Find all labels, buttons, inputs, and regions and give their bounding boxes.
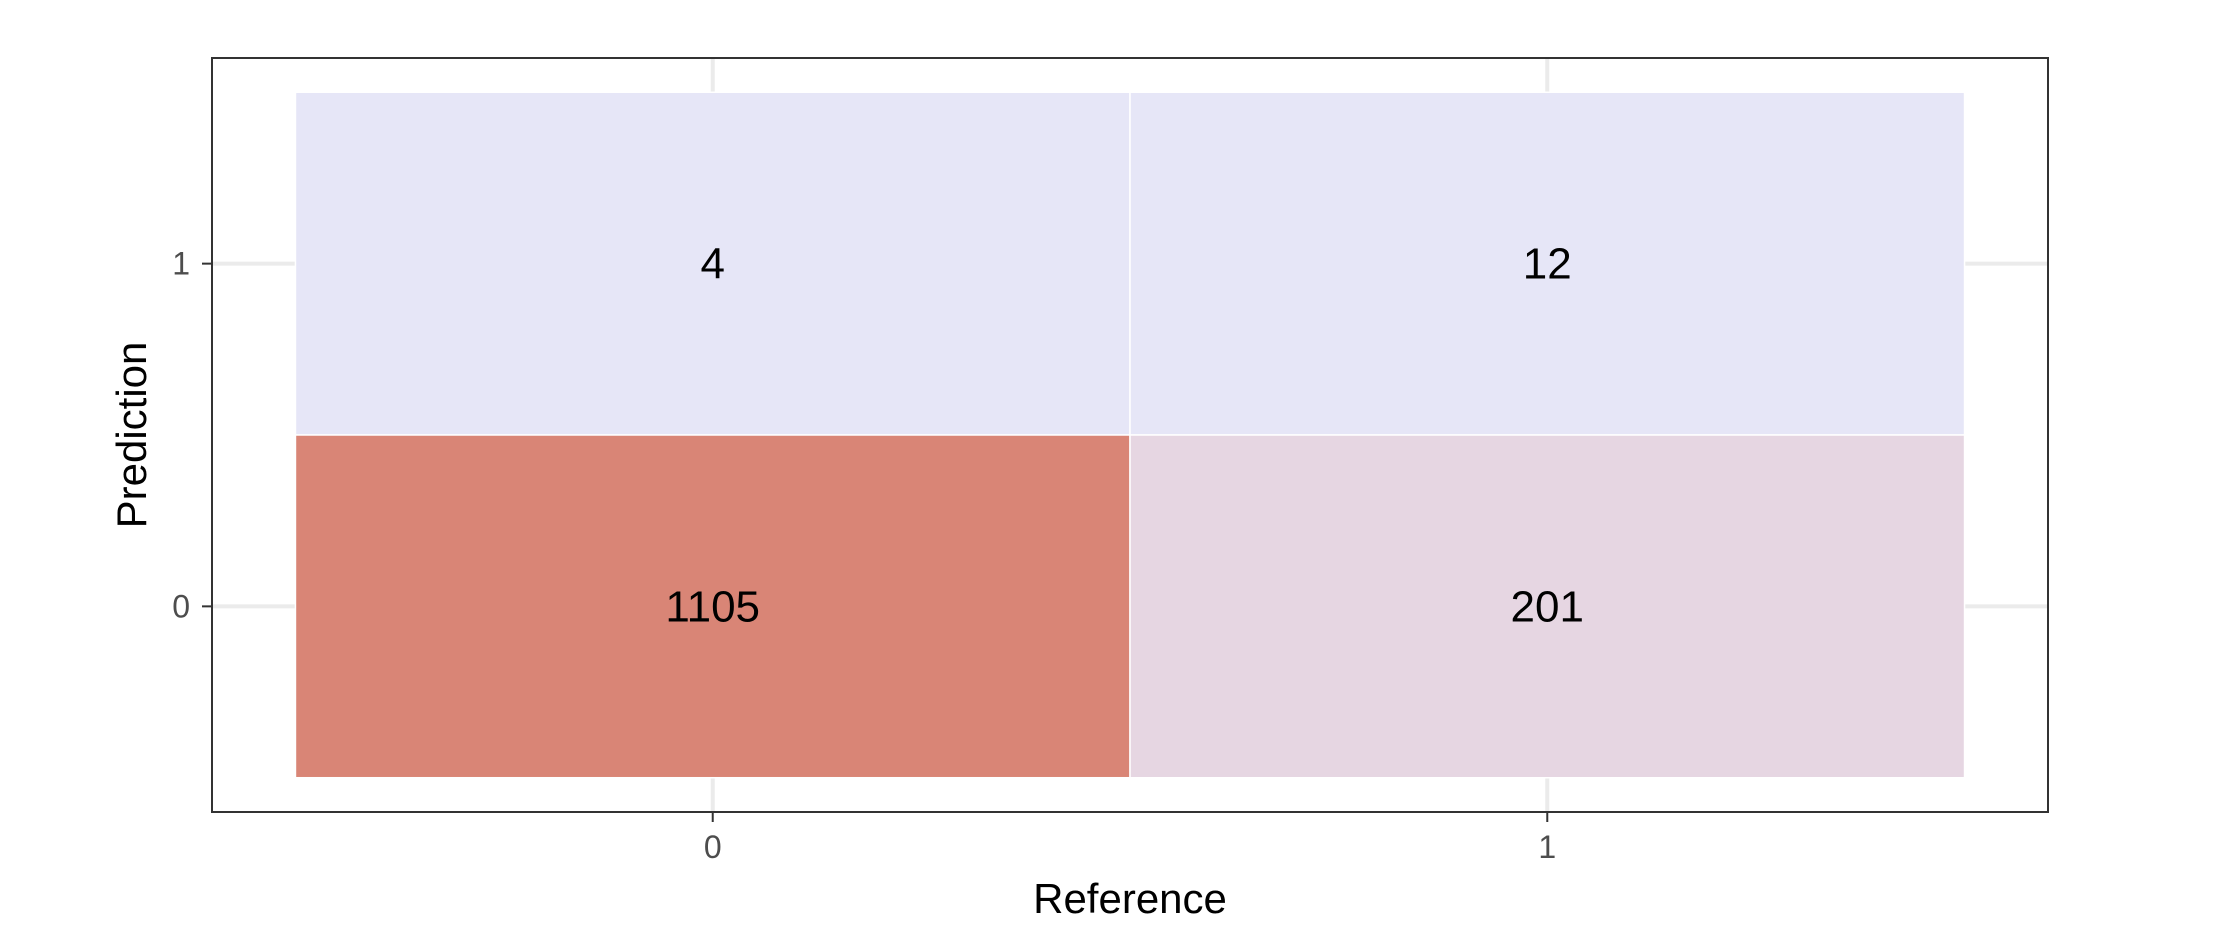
heatmap-cell-ref1-pred0	[1129, 434, 1966, 779]
cell-value-label: 4	[700, 240, 724, 289]
panel-border	[211, 57, 2049, 813]
y-axis-title: Prediction	[108, 342, 155, 529]
axis-ticks	[202, 262, 1549, 822]
x-tick-label: 1	[1538, 829, 1556, 865]
y-tick-label: 0	[172, 588, 190, 624]
cell-value-label: 201	[1511, 582, 1584, 631]
heatmap-cell-ref0-pred0	[294, 434, 1131, 779]
heatmap-cells	[294, 91, 1966, 779]
heatmap-cell-ref1-pred1	[1129, 91, 1966, 436]
y-tick-label: 1	[172, 246, 190, 282]
cell-value-label: 12	[1523, 240, 1572, 289]
cell-value-label: 1105	[665, 582, 760, 631]
x-tick-label: 0	[704, 829, 722, 865]
y-axis-tick-labels: 01	[172, 246, 190, 625]
cell-labels: 4 12 1105 201	[665, 240, 1584, 632]
x-axis-title: Reference	[1033, 875, 1227, 922]
heatmap-cell-ref0-pred1	[294, 91, 1131, 436]
